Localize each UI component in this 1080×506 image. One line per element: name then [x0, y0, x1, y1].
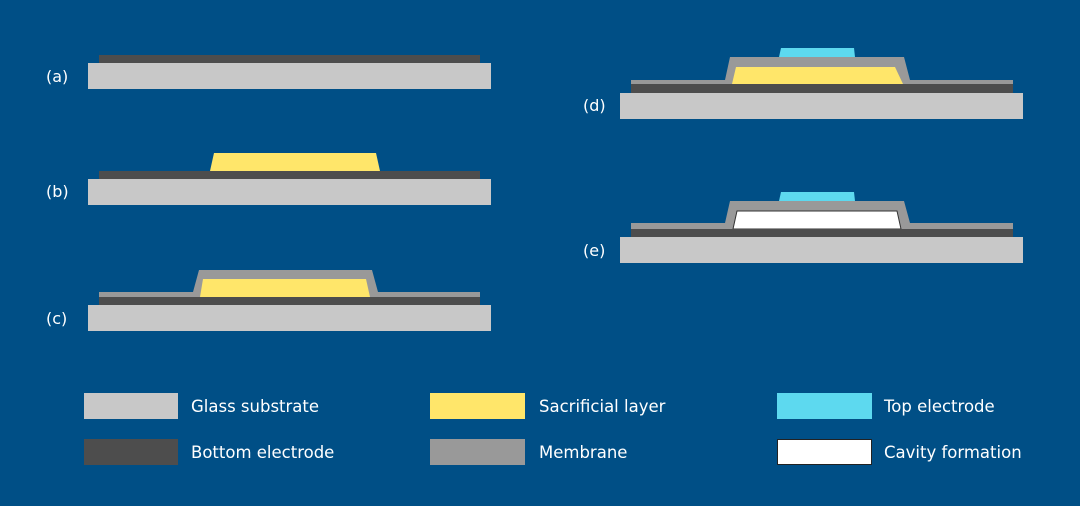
step-label-e: (e): [583, 241, 605, 260]
bottom-electrode: [631, 84, 1013, 93]
step-a: (a): [46, 55, 491, 89]
legend-label-cavity-formation: Cavity formation: [884, 443, 1022, 462]
legend-swatch-bottom-electrode: [84, 439, 178, 465]
step-b: (b): [46, 153, 491, 205]
legend-label-membrane: Membrane: [539, 443, 627, 462]
bottom-electrode: [99, 171, 480, 179]
legend-label-bottom-electrode: Bottom electrode: [191, 443, 334, 462]
cavity: [732, 210, 902, 230]
legend-swatch-top-electrode: [777, 393, 872, 419]
step-label-a: (a): [46, 67, 68, 86]
bottom-electrode: [99, 297, 480, 305]
bottom-electrode: [631, 229, 1013, 237]
step-e: (e): [583, 192, 1023, 263]
legend-swatch-glass-substrate: [84, 393, 178, 419]
top-electrode: [779, 48, 855, 57]
legend: Glass substrate Sacrificial layer Top el…: [84, 393, 1022, 465]
glass-substrate: [620, 237, 1023, 263]
glass-substrate: [620, 93, 1023, 119]
step-label-b: (b): [46, 182, 69, 201]
legend-swatch-membrane: [430, 439, 525, 465]
bottom-electrode: [99, 55, 480, 63]
sacrificial-layer: [732, 67, 903, 84]
legend-label-top-electrode: Top electrode: [883, 397, 995, 416]
step-label-d: (d): [583, 96, 606, 115]
step-c: (c): [46, 270, 491, 331]
glass-substrate: [88, 305, 491, 331]
step-label-c: (c): [46, 309, 67, 328]
glass-substrate: [88, 63, 491, 89]
step-d: (d): [583, 48, 1023, 119]
legend-swatch-cavity-formation: [777, 439, 872, 465]
sacrificial-layer: [200, 279, 370, 297]
legend-label-glass-substrate: Glass substrate: [191, 397, 319, 416]
legend-label-sacrificial-layer: Sacrificial layer: [539, 397, 666, 416]
glass-substrate: [88, 179, 491, 205]
sacrificial-layer: [210, 153, 380, 171]
legend-swatch-sacrificial-layer: [430, 393, 525, 419]
top-electrode: [779, 192, 855, 201]
